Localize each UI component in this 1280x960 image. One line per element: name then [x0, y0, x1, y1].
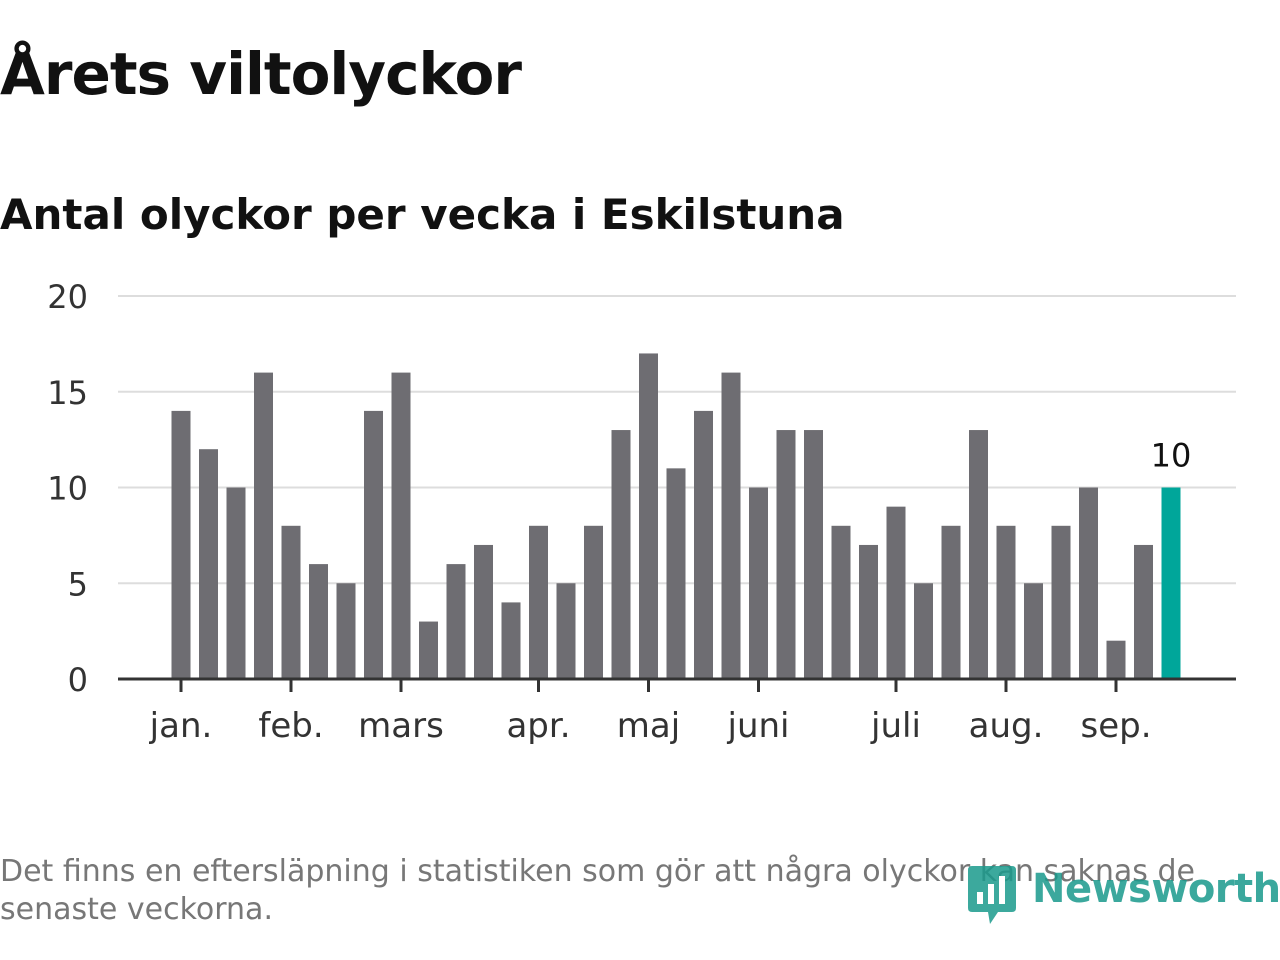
x-tick-label: sep.: [1080, 706, 1151, 746]
x-tick-label: mars: [358, 706, 444, 746]
bar: [969, 430, 988, 679]
x-tick-label: juni: [727, 706, 790, 746]
bar: [501, 602, 521, 679]
bar: [309, 564, 328, 679]
bar: [611, 430, 631, 679]
bar: [199, 449, 218, 679]
bar: [584, 525, 603, 679]
bar: [281, 525, 301, 679]
bar: [391, 372, 411, 679]
highlight-value-label: 10: [1151, 437, 1192, 475]
bar: [639, 353, 658, 679]
y-tick-label-20: 20: [47, 278, 88, 316]
x-tick-label: maj: [617, 706, 680, 746]
bar: [1134, 544, 1153, 679]
y-tick-label-15: 15: [47, 374, 88, 412]
bar: [254, 372, 273, 679]
bar: [914, 583, 933, 679]
x-axis-ticks: jan. feb. mars apr. maj juni juli aug. sep.: [149, 679, 1152, 746]
bar: [831, 525, 851, 679]
y-axis-ticks: 0 5 10 15 20: [47, 278, 88, 699]
bar: [364, 410, 383, 679]
bars: [171, 353, 1181, 679]
bar: [171, 410, 191, 679]
bar: [886, 506, 906, 679]
bar: [1024, 583, 1043, 679]
chart-subtitle: Antal olyckor per vecka i Eskilstuna: [0, 190, 845, 239]
bar: [474, 544, 493, 679]
x-tick-label: feb.: [258, 706, 323, 746]
bar: [1079, 487, 1098, 679]
y-tick-label-0: 0: [68, 661, 88, 699]
bar: [556, 583, 576, 679]
bar: [419, 621, 438, 679]
bar: [776, 430, 796, 679]
chart-title: Årets viltolyckor: [0, 40, 522, 108]
bar: [859, 544, 878, 679]
bar-highlight: [1161, 487, 1181, 679]
bar-chart: 0 5 10 15 20 jan. feb. mars apr. maj juni juli aug.…: [47, 278, 1236, 746]
y-tick-label-5: 5: [68, 565, 88, 603]
bar: [941, 525, 961, 679]
bar: [996, 525, 1016, 679]
bar: [694, 410, 713, 679]
x-tick-label: apr.: [506, 706, 570, 746]
data-labels: 10: [1151, 437, 1192, 475]
bar-chart-logo-icon: [968, 866, 1016, 924]
brand-name: Newsworthy: [1032, 866, 1280, 912]
bar: [446, 564, 466, 679]
x-tick-label: juli: [870, 706, 921, 746]
x-tick-label: jan.: [149, 706, 213, 746]
bar: [666, 468, 686, 679]
bar: [226, 487, 246, 679]
x-tick-label: aug.: [969, 706, 1044, 746]
y-tick-label-10: 10: [47, 470, 88, 508]
newsworthy-logo: Newsworthy: [962, 862, 1280, 930]
bar: [804, 430, 823, 679]
bar: [721, 372, 741, 679]
bar: [1051, 525, 1071, 679]
bar: [529, 525, 548, 679]
bar: [1106, 640, 1126, 679]
bar: [336, 583, 356, 679]
bar: [749, 487, 768, 679]
